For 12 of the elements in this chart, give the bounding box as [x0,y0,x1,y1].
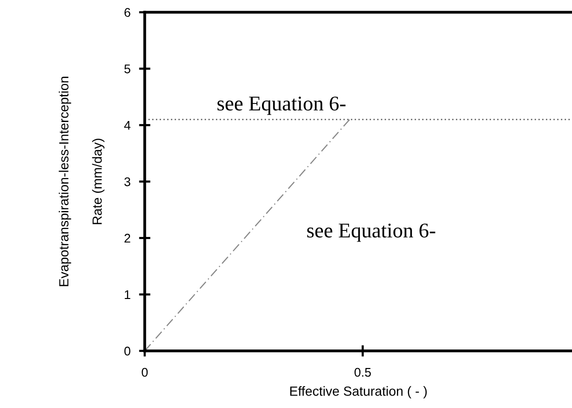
y-tick-label: 4 [124,121,130,130]
y-tick-label: 3 [124,177,130,186]
y-tick-label: 6 [124,8,130,17]
x-tick-label: 0.5 [354,368,371,377]
y-tick-label: 5 [124,64,130,74]
y-tick-label: 2 [124,234,130,243]
annotation: see Equation 6- [307,224,436,242]
text: Evapotranspiration-less-Interception Rate (mm/day) [58,76,104,286]
x-axis-title: Effective Saturation ( - ) [290,386,427,398]
annotation: see Equation 6- [218,96,346,115]
y-tick-label: 0 [124,346,130,356]
y-tick-label: 1 [124,290,130,299]
